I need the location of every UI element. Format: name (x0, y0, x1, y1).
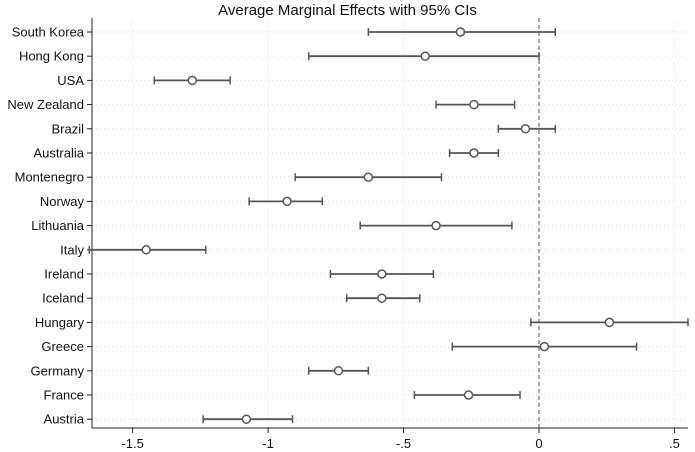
x-tick-label: -1 (262, 436, 274, 451)
y-tick-label: Hungary (35, 315, 85, 330)
point-estimate (469, 148, 479, 158)
point-estimate (420, 51, 430, 61)
y-tick-label: Ireland (44, 267, 84, 282)
point-estimate (455, 27, 466, 37)
y-tick-label: South Korea (12, 25, 85, 40)
x-tick-label: .5 (669, 436, 680, 451)
chart-title: Average Marginal Effects with 95% CIs (218, 2, 477, 19)
y-tick-label: USA (57, 73, 84, 88)
point-estimate (539, 341, 550, 352)
y-tick-label: Montenegro (15, 170, 84, 185)
point-estimate (241, 414, 252, 424)
point-estimate (520, 124, 531, 134)
y-tick-label: Italy (60, 242, 84, 257)
y-tick-label: Austria (44, 412, 85, 427)
y-tick-label: New Zealand (7, 97, 84, 112)
y-tick-label: France (44, 388, 84, 403)
point-estimate (377, 293, 387, 303)
point-estimate (463, 390, 474, 400)
point-estimate (187, 75, 197, 86)
point-estimate (377, 269, 387, 279)
point-estimate (282, 196, 292, 207)
y-tick-label: Norway (40, 194, 85, 209)
point-estimate (363, 172, 374, 182)
y-tick-label: Iceland (42, 291, 84, 306)
point-estimate (333, 366, 344, 376)
point-estimate (141, 245, 151, 255)
point-estimate (604, 317, 615, 328)
x-tick-label: 0 (535, 436, 542, 451)
y-tick-label: Lithuania (31, 218, 85, 233)
x-tick-label: -1.5 (121, 436, 143, 451)
point-estimate (469, 99, 479, 110)
point-estimate (431, 220, 441, 231)
y-tick-label: Hong Kong (19, 49, 84, 64)
x-tick-label: -.5 (396, 436, 411, 451)
y-tick-label: Germany (31, 363, 85, 378)
y-tick-label: Greece (41, 339, 84, 354)
y-tick-label: Australia (33, 146, 84, 161)
y-tick-label: Brazil (51, 121, 84, 136)
